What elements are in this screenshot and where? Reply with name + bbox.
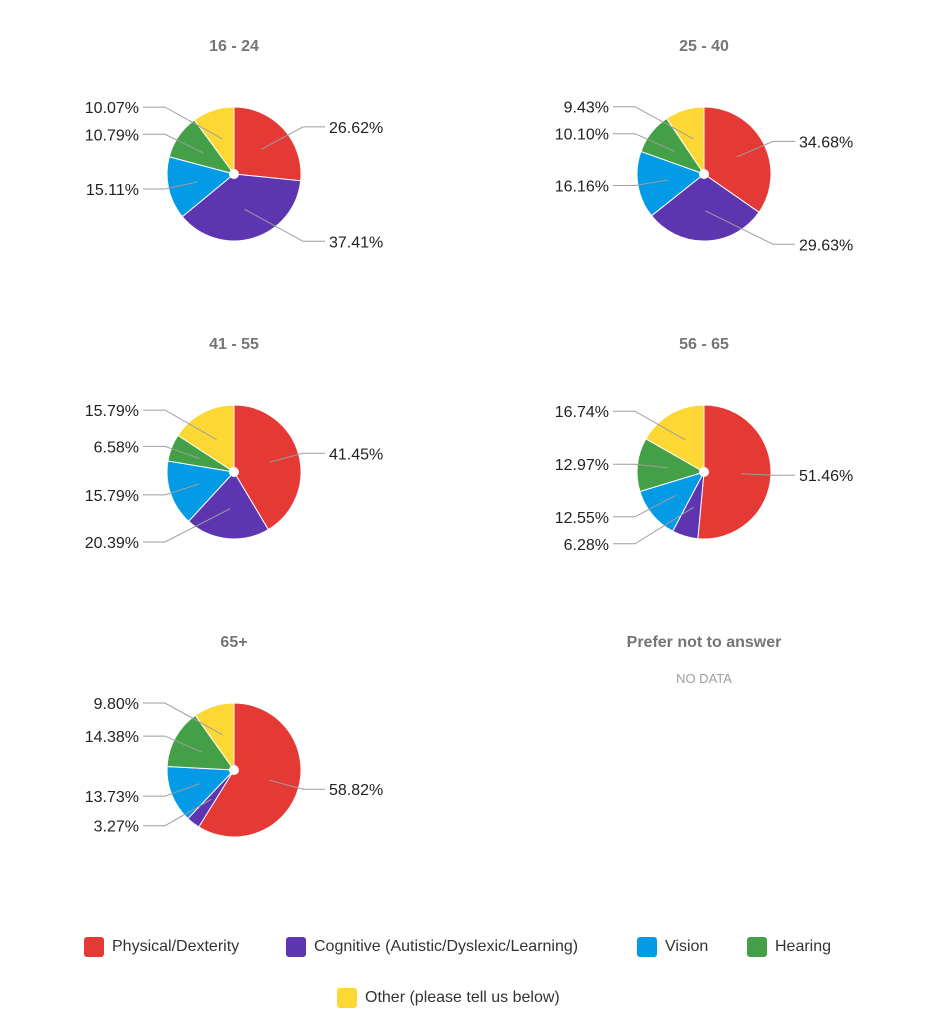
data-label-other: 9.80% — [94, 696, 139, 713]
data-label-hearing: 10.79% — [85, 127, 139, 144]
no-data-text: NO DATA — [676, 671, 732, 686]
label-leader-line — [261, 126, 325, 150]
data-label-cognitive: 37.41% — [329, 234, 383, 251]
pie-slice-physical — [233, 106, 302, 182]
pie-slice-other — [177, 404, 235, 473]
label-leader-line — [143, 133, 204, 154]
label-leader-line — [269, 779, 325, 790]
chart-title: 56 - 65 — [679, 336, 729, 353]
legend-label-cognitive: Cognitive (Autistic/Dyslexic/Learning) — [314, 938, 579, 955]
pie-slice-vision — [166, 766, 236, 820]
data-label-other: 16.74% — [555, 404, 609, 421]
legend-swatch-cognitive — [286, 937, 306, 957]
chart-title: 65+ — [220, 634, 247, 651]
label-leader-line — [613, 463, 668, 469]
data-label-cognitive: 29.63% — [799, 237, 853, 254]
pie-chart-6: Prefer not to answer NO DATA — [627, 634, 782, 686]
pie-slice-hearing — [166, 714, 236, 771]
legend-item-cognitive[interactable]: Cognitive (Autistic/Dyslexic/Learning) — [286, 935, 578, 959]
legend-label-vision: Vision — [665, 938, 709, 955]
data-label-physical: 34.68% — [799, 134, 853, 151]
data-label-vision: 16.16% — [555, 179, 609, 196]
data-label-other: 15.79% — [85, 403, 139, 420]
legend-item-physical[interactable]: Physical/Dexterity — [84, 935, 239, 959]
label-leader-line — [143, 181, 199, 190]
label-leader-line — [613, 506, 694, 545]
legend-swatch-physical — [84, 937, 104, 957]
pie-chart-2: 25 - 40 34.68% 29.63% 9.43% 10.10% 16.16% — [555, 38, 854, 254]
data-label-hearing: 6.58% — [94, 439, 139, 456]
label-leader-line — [736, 140, 795, 158]
label-leader-line — [143, 783, 200, 797]
data-label-cognitive: 20.39% — [85, 535, 139, 552]
data-label-vision: 12.55% — [555, 510, 609, 527]
label-leader-line — [143, 409, 217, 441]
chart-title: Prefer not to answer — [627, 634, 782, 651]
label-leader-line — [244, 208, 325, 242]
legend-label-other: Other (please tell us below) — [365, 989, 560, 1006]
data-label-cognitive: 6.28% — [564, 537, 609, 554]
legend-item-other[interactable]: Other (please tell us below) — [337, 986, 560, 1010]
pie-slice-cognitive — [187, 471, 269, 540]
data-label-cognitive: 3.27% — [94, 819, 139, 836]
pie-chart-1: 16 - 24 26.62% 37.41% 10.07% 10.79% 15.11% — [85, 38, 384, 251]
data-label-vision: 13.73% — [85, 789, 139, 806]
data-label-vision: 15.11% — [86, 182, 139, 199]
pie-center-hole — [229, 169, 239, 179]
pie-slice-other — [645, 404, 705, 473]
data-label-hearing: 10.10% — [555, 127, 609, 144]
legend-swatch-hearing — [747, 937, 767, 957]
legend-swatch-other — [337, 988, 357, 1008]
label-leader-line — [143, 735, 202, 753]
pie-center-hole — [699, 169, 709, 179]
chart-title: 16 - 24 — [209, 38, 259, 55]
label-leader-line — [613, 410, 686, 441]
pie-chart-5: 65+ 58.82% 9.80% 14.38% 13.73% 3.27% — [85, 634, 383, 838]
chart-title: 25 - 40 — [679, 38, 729, 55]
label-leader-line — [143, 445, 200, 460]
chart-title: 41 - 55 — [209, 336, 259, 353]
data-label-physical: 51.46% — [799, 468, 853, 485]
pie-center-hole — [229, 467, 239, 477]
pie-slice-physical — [703, 106, 772, 213]
pie-slice-other — [665, 106, 705, 176]
label-leader-line — [143, 508, 231, 543]
label-leader-line — [704, 210, 795, 245]
data-label-other: 9.43% — [564, 100, 609, 117]
data-label-vision: 15.79% — [85, 488, 139, 505]
label-leader-line — [613, 133, 676, 152]
label-leader-line — [613, 179, 668, 186]
legend-label-hearing: Hearing — [775, 938, 832, 955]
legend-label-physical: Physical/Dexterity — [112, 938, 240, 955]
label-leader-line — [269, 452, 325, 463]
label-leader-line — [613, 106, 694, 140]
data-label-hearing: 12.97% — [555, 457, 609, 474]
data-label-other: 10.07% — [85, 100, 139, 117]
label-leader-line — [143, 483, 200, 496]
label-leader-line — [613, 495, 676, 518]
data-label-physical: 26.62% — [329, 120, 383, 137]
pie-slice-other — [194, 702, 235, 772]
pie-chart-3: 41 - 55 41.45% 15.79% 6.58% 15.79% 20.39% — [85, 336, 384, 552]
pie-chart-4: 56 - 65 51.46% 16.74% 12.97% 12.55% 6.28% — [555, 336, 854, 554]
legend-swatch-vision — [637, 937, 657, 957]
data-label-hearing: 14.38% — [85, 729, 139, 746]
legend-item-hearing[interactable]: Hearing — [747, 935, 831, 959]
label-leader-line — [143, 702, 224, 736]
pie-center-hole — [229, 765, 239, 775]
legend-item-vision[interactable]: Vision — [637, 935, 708, 959]
label-leader-line — [143, 798, 212, 827]
data-label-physical: 58.82% — [329, 782, 383, 799]
label-leader-line — [143, 106, 223, 140]
label-leader-line — [740, 473, 795, 476]
pie-slice-other — [193, 106, 235, 176]
data-label-physical: 41.45% — [329, 446, 383, 463]
pie-slice-vision — [166, 460, 235, 523]
pie-center-hole — [699, 467, 709, 477]
